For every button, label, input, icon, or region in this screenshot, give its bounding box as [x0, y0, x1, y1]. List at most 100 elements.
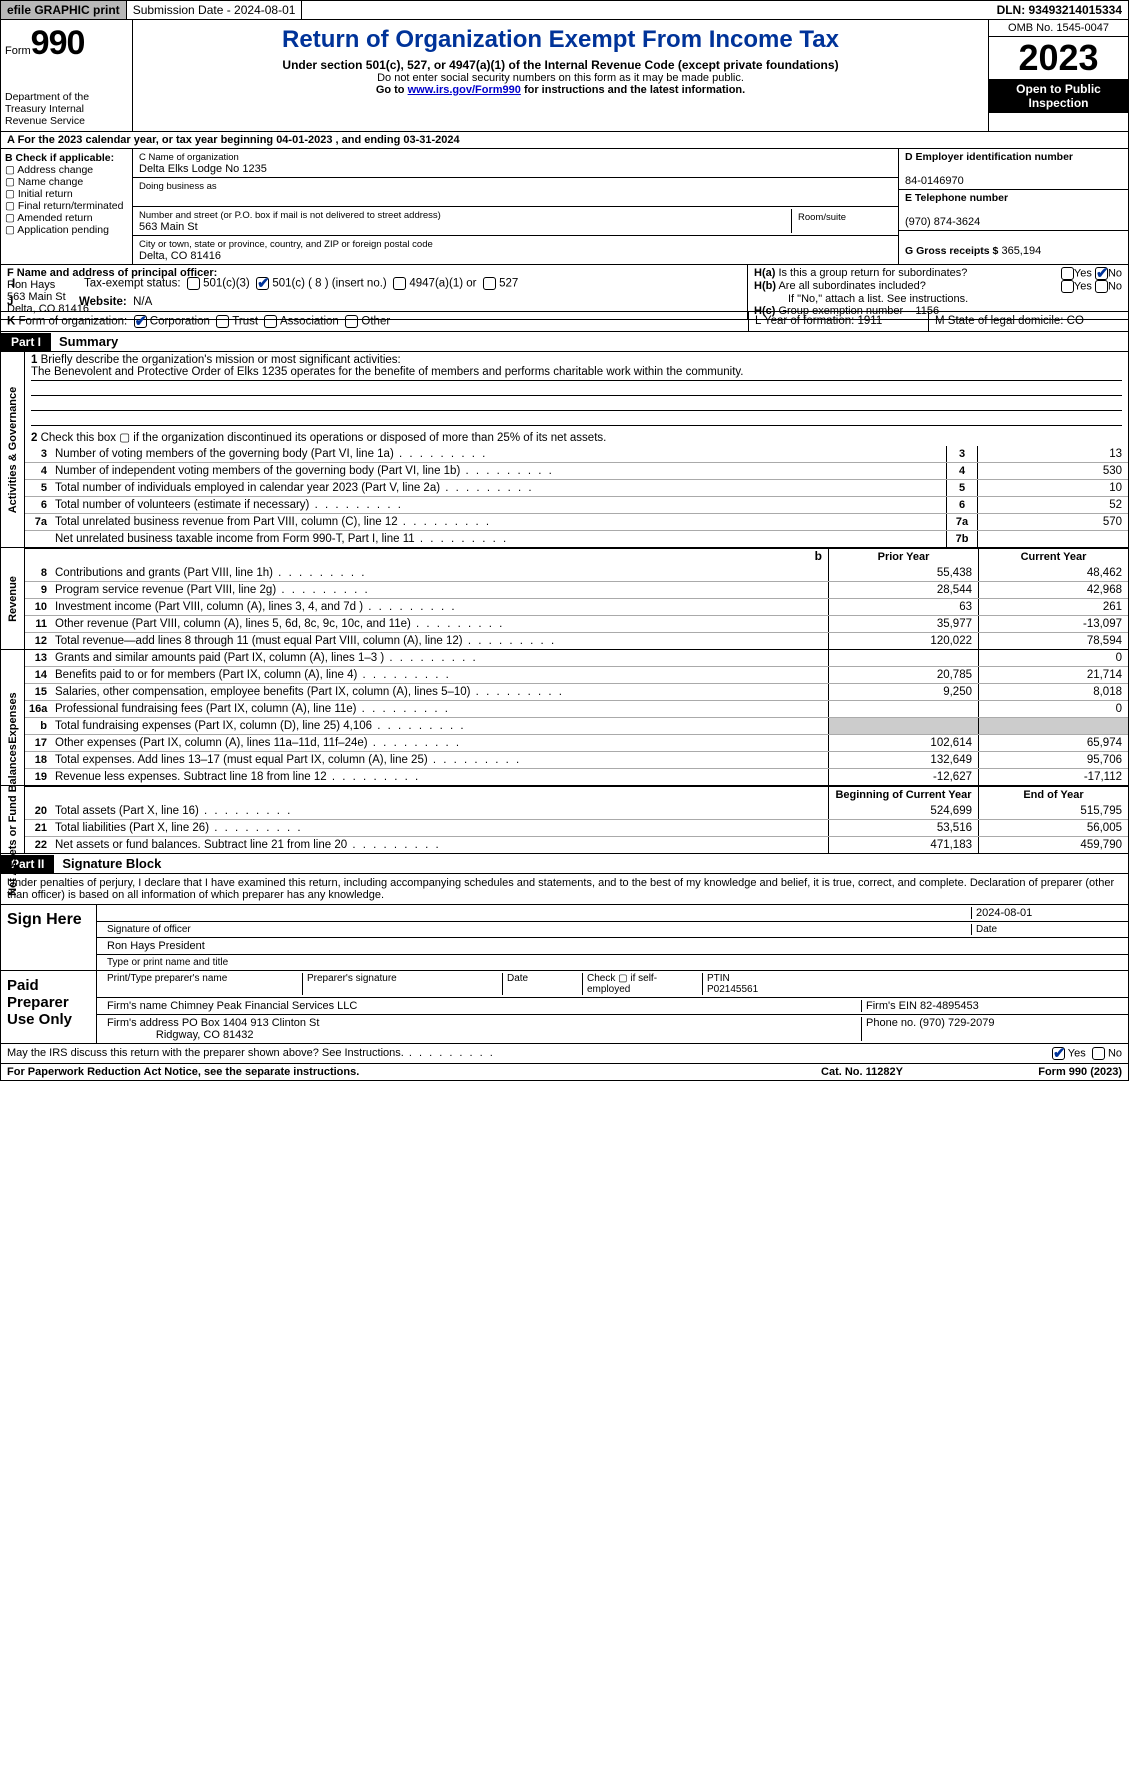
hb-note: If "No," attach a list. See instructions… — [754, 293, 1122, 305]
form-title: Return of Organization Exempt From Incom… — [141, 26, 980, 54]
col-c: C Name of organizationDelta Elks Lodge N… — [133, 149, 898, 264]
hb-yes[interactable] — [1061, 280, 1074, 293]
col-d: D Employer identification number84-01469… — [898, 149, 1128, 264]
ein-label: D Employer identification number — [905, 151, 1073, 163]
row-i: ITax-exempt status: 501(c)(3) 501(c) ( 8… — [0, 274, 560, 293]
chk-other[interactable] — [345, 315, 358, 328]
org-name-label: C Name of organization — [139, 152, 239, 163]
open-inspection: Open to Public Inspection — [989, 79, 1128, 113]
summary-row: 4Number of independent voting members of… — [25, 462, 1128, 479]
chk-501c[interactable] — [256, 277, 269, 290]
line-a-period: A For the 2023 calendar year, or tax yea… — [0, 132, 1129, 149]
tax-exempt-label: Tax-exempt status: — [84, 278, 181, 290]
chk-name-change[interactable]: Name change — [18, 176, 83, 188]
tel-label: E Telephone number — [905, 192, 1008, 204]
form-word: Form — [5, 45, 31, 57]
chk-527[interactable] — [483, 277, 496, 290]
form-header: Form990 Department of the Treasury Inter… — [0, 20, 1129, 132]
summary-row: 15Salaries, other compensation, employee… — [25, 683, 1128, 700]
discuss-no[interactable] — [1092, 1047, 1105, 1060]
org-name: Delta Elks Lodge No 1235 — [139, 163, 267, 175]
ha-yes[interactable] — [1061, 267, 1074, 280]
website-label: Website: — [79, 296, 127, 308]
state-domicile: M State of legal domicile: CO — [928, 312, 1128, 331]
block-bcd: B Check if applicable: ▢ Address change … — [0, 149, 1129, 264]
firm-ein: 82-4895453 — [920, 1000, 979, 1012]
paid-preparer-label: Paid Preparer Use Only — [1, 971, 97, 1043]
summary-row: 22Net assets or fund balances. Subtract … — [25, 836, 1128, 853]
ptin-value: P02145561 — [707, 984, 758, 995]
form-subtitle: Under section 501(c), 527, or 4947(a)(1)… — [141, 58, 980, 72]
ha-no[interactable] — [1095, 267, 1108, 280]
summary-row: 20Total assets (Part X, line 16)524,6995… — [25, 803, 1128, 819]
vlabel-expenses: Expenses — [7, 692, 19, 743]
col-end-year: End of Year — [978, 787, 1128, 803]
summary-row: 13Grants and similar amounts paid (Part … — [25, 650, 1128, 666]
sig-officer-label: Signature of officer — [103, 924, 972, 935]
goto-post: for instructions and the latest informat… — [521, 84, 745, 96]
declaration-text: Under penalties of perjury, I declare th… — [1, 874, 1128, 904]
sign-here-label: Sign Here — [1, 905, 97, 970]
footer: For Paperwork Reduction Act Notice, see … — [0, 1064, 1129, 1081]
summary-row: 9Program service revenue (Part VIII, lin… — [25, 581, 1128, 598]
submission-date: Submission Date - 2024-08-01 — [127, 1, 303, 19]
mission-text: The Benevolent and Protective Order of E… — [31, 366, 1122, 381]
firm-name: Chimney Peak Financial Services LLC — [170, 1000, 357, 1012]
chk-501c3[interactable] — [187, 277, 200, 290]
tel-value: (970) 874-3624 — [905, 216, 980, 228]
city-label: City or town, state or province, country… — [139, 239, 433, 250]
addr-value: 563 Main St — [139, 221, 198, 233]
summary-row: 3Number of voting members of the governi… — [25, 446, 1128, 462]
chk-pending[interactable]: Application pending — [17, 224, 109, 236]
website-value: N/A — [133, 296, 152, 308]
vlabel-governance: Activities & Governance — [7, 386, 19, 513]
irs-link[interactable]: www.irs.gov/Form990 — [408, 84, 521, 96]
goto-pre: Go to — [376, 84, 408, 96]
chk-corp[interactable] — [134, 315, 147, 328]
hb-no[interactable] — [1095, 280, 1108, 293]
chk-final[interactable]: Final return/terminated — [18, 200, 124, 212]
summary-governance: Activities & Governance 1 Briefly descri… — [0, 352, 1129, 548]
summary-row: 16aProfessional fundraising fees (Part I… — [25, 700, 1128, 717]
gross-label: G Gross receipts $ — [905, 245, 998, 257]
dept-treasury: Department of the Treasury Internal Reve… — [5, 91, 128, 127]
sig-date: 2024-08-01 — [972, 907, 1122, 919]
topbar: efile GRAPHIC print Submission Date - 20… — [0, 0, 1129, 20]
col-b-checkboxes: B Check if applicable: ▢ Address change … — [1, 149, 133, 264]
omb-number: OMB No. 1545-0047 — [989, 20, 1128, 37]
mission-label: Briefly describe the organization's miss… — [41, 354, 401, 366]
cat-no: Cat. No. 11282Y — [762, 1066, 962, 1078]
chk-assoc[interactable] — [264, 315, 277, 328]
summary-expenses: Expenses 13Grants and similar amounts pa… — [0, 650, 1129, 786]
vlabel-netassets: Net Assets or Fund Balances — [7, 744, 19, 896]
ssn-note: Do not enter social security numbers on … — [141, 72, 980, 84]
chk-address-change[interactable]: Address change — [17, 164, 93, 176]
summary-row: 6Total number of volunteers (estimate if… — [25, 496, 1128, 513]
form-number: 990 — [31, 24, 85, 62]
col-b-label: B Check if applicable: — [5, 152, 128, 164]
summary-revenue: Revenue bPrior YearCurrent Year 8Contrib… — [0, 548, 1129, 650]
form-footer: Form 990 (2023) — [962, 1066, 1122, 1078]
paperwork-notice: For Paperwork Reduction Act Notice, see … — [7, 1066, 762, 1078]
year-formation: L Year of formation: 1911 — [748, 312, 928, 331]
chk-4947[interactable] — [393, 277, 406, 290]
chk-trust[interactable] — [216, 315, 229, 328]
part1-header: Part ISummary — [0, 332, 1129, 352]
tax-year: 2023 — [989, 37, 1128, 79]
city-value: Delta, CO 81416 — [139, 250, 221, 262]
summary-row: 5Total number of individuals employed in… — [25, 479, 1128, 496]
vlabel-revenue: Revenue — [7, 576, 19, 622]
summary-row: 11Other revenue (Part VIII, column (A), … — [25, 615, 1128, 632]
chk-amended[interactable]: Amended return — [17, 212, 92, 224]
row-klm: K Form of organization: Corporation Trus… — [0, 312, 1129, 332]
part2-header: Part IISignature Block — [0, 854, 1129, 874]
summary-row: 17Other expenses (Part IX, column (A), l… — [25, 734, 1128, 751]
summary-row: 10Investment income (Part VIII, column (… — [25, 598, 1128, 615]
chk-initial[interactable]: Initial return — [18, 188, 73, 200]
firm-phone: (970) 729-2079 — [919, 1017, 994, 1029]
summary-row: 14Benefits paid to or for members (Part … — [25, 666, 1128, 683]
discuss-yes[interactable] — [1052, 1047, 1065, 1060]
efile-label: efile GRAPHIC print — [1, 1, 127, 19]
summary-row: Net unrelated business taxable income fr… — [25, 530, 1128, 547]
col-prior-year: Prior Year — [828, 549, 978, 565]
